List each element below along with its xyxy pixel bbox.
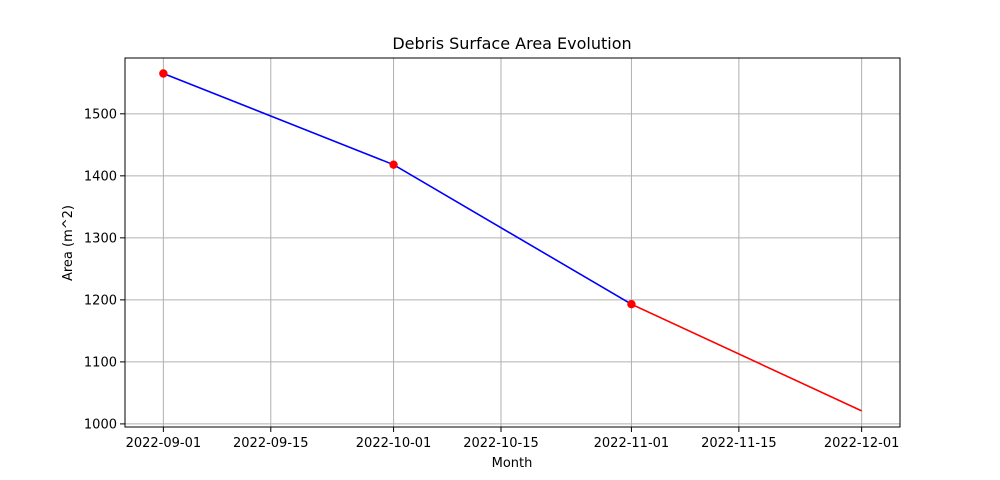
x-axis: 2022-09-01 2022-09-15 2022-10-01 2022-10-15… (126, 427, 900, 451)
x-tick-label: 2022-09-15 (233, 436, 309, 451)
x-tick-label: 2022-11-01 (594, 436, 670, 451)
y-axis: 1000 1100 1200 1300 1400 1500 (84, 107, 125, 432)
y-tick-label: 1200 (84, 293, 117, 308)
x-tick-label: 2022-10-15 (463, 436, 539, 451)
x-tick-label: 2022-11-15 (701, 436, 777, 451)
y-axis-label: Area (m^2) (61, 205, 76, 281)
data-point (627, 300, 636, 309)
x-tick-label: 2022-10-01 (356, 436, 432, 451)
y-tick-label: 1300 (84, 231, 117, 246)
data-point (389, 160, 398, 169)
x-tick-label: 2022-12-01 (824, 436, 900, 451)
series-line-projection (631, 303, 862, 412)
y-tick-label: 1000 (84, 417, 117, 432)
y-tick-label: 1500 (84, 107, 117, 122)
data-points (159, 69, 636, 309)
grid (125, 58, 900, 427)
x-tick-label: 2022-09-01 (126, 436, 202, 451)
plot-frame (124, 57, 901, 428)
data-point (159, 69, 168, 78)
x-axis-label: Month (492, 456, 533, 471)
series-lines (163, 72, 862, 412)
y-tick-label: 1100 (84, 355, 117, 370)
series-line-observed (163, 72, 632, 305)
chart-title: Debris Surface Area Evolution (392, 34, 631, 53)
y-tick-label: 1400 (84, 169, 117, 184)
